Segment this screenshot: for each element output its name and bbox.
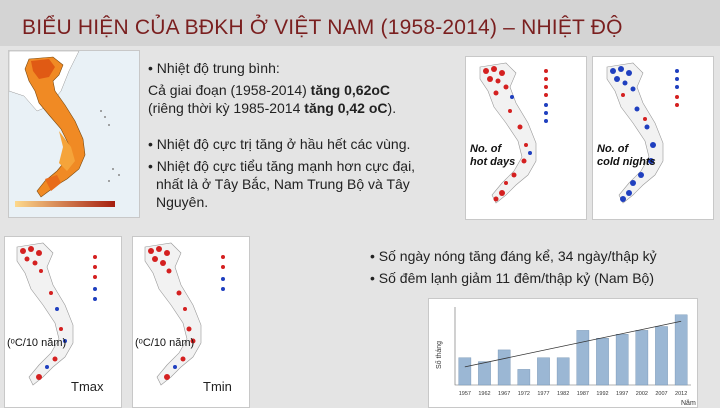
chart-ylabel: Số tháng: [434, 341, 443, 369]
avg-temp-map-graphic: [9, 51, 139, 217]
slide-title: BIỂU HIỆN CỦA BĐKH Ở VIỆT NAM (1958-2014…: [22, 16, 623, 39]
avg-temp-line1-unit: oC: [371, 82, 391, 98]
days-bullet-2: • Số đêm lạnh giảm 11 đêm/thập kỷ (Nam B…: [370, 270, 654, 286]
chart-x-tick: 1962: [478, 391, 490, 397]
chart-x-tick: 1987: [577, 391, 589, 397]
avg-temp-map: [8, 50, 140, 218]
tmin-caption: (ᵒC/10 năm): [135, 337, 195, 349]
cold-nights-map: No. of cold nights: [592, 56, 714, 220]
chart-x-tick: 2012: [675, 391, 687, 397]
chart-x-tick: 1982: [557, 391, 569, 397]
chart-bar: [556, 357, 570, 386]
extremes-bullet-2-line2: nhất là ở Tây Bắc, Nam Trung Bộ và Tây: [156, 176, 410, 192]
chart-bar: [615, 334, 629, 386]
hot-days-map-graphic: [479, 62, 548, 204]
days-bullet-1: • Số ngày nóng tăng đáng kể, 34 ngày/thậ…: [370, 248, 657, 264]
chart-trend-line: [464, 320, 682, 368]
avg-temp-line2-prefix: (riêng thời kỳ 1985-2014: [148, 100, 305, 116]
avg-temp-line2-unit: oC: [368, 100, 388, 116]
avg-temp-line2: (riêng thời kỳ 1985-2014 tăng 0,42 oC).: [148, 100, 396, 117]
title-bar: BIỂU HIỆN CỦA BĐKH Ở VIỆT NAM (1958-2014…: [0, 0, 720, 46]
chart-x-tick: 1992: [596, 391, 608, 397]
avg-temp-line2-value: tăng 0,42: [304, 100, 369, 116]
chart-svg: Số tháng Năm 1957 1962 1967 1972 1977 1982 198…: [434, 307, 696, 407]
hot-days-label: No. of hot days: [470, 143, 516, 168]
chart-x-tick: 2002: [636, 391, 648, 397]
chart-axis: [454, 307, 691, 386]
chart-bar: [517, 369, 531, 386]
chart-x-tick: 1977: [537, 391, 549, 397]
tmax-map: (ᵒC/10 năm) Tmax: [4, 236, 122, 408]
chart-x-tick: 1997: [616, 391, 628, 397]
avg-temp-line1: Cả giai đoạn (1958-2014) tăng 0,62oC: [148, 82, 390, 99]
cold-nights-map-graphic: [606, 62, 679, 204]
avg-temp-heading: • Nhiệt độ trung bình:: [148, 60, 280, 76]
tmax-label: Tmax: [71, 379, 104, 394]
chart-bar: [458, 357, 472, 386]
chart-bar: [674, 314, 688, 386]
extremes-bullet-2-line3: Nguyên.: [156, 194, 209, 210]
tmin-map-graphic: [144, 242, 225, 386]
chart-bar: [537, 357, 550, 386]
hot-days-map: No. of hot days: [465, 56, 587, 220]
tmin-map: (ᵒC/10 năm) Tmin: [132, 236, 250, 408]
tmin-label: Tmin: [203, 379, 232, 394]
avg-temp-line2-suffix: ).: [387, 100, 397, 116]
avg-temp-line1-value: tăng 0,62: [310, 82, 372, 98]
chart-x-tick: 1967: [498, 391, 510, 397]
chart-bar: [655, 326, 668, 386]
chart-bar: [497, 349, 511, 386]
extremes-bullet-2-line1: • Nhiệt độ cực tiểu tăng mạnh hơn cực đạ…: [148, 158, 416, 174]
extremes-bullet-1: • Nhiệt độ cực trị tăng ở hầu hết các vù…: [148, 136, 411, 152]
chart-bar: [478, 361, 491, 386]
chart-x-tick: 1972: [518, 391, 530, 397]
chart-x-tick: 1957: [459, 391, 471, 397]
hot-months-chart: Số tháng Năm 1957 1962 1967 1972 1977 1982 198…: [428, 298, 698, 408]
chart-xlabel: Năm: [681, 400, 696, 407]
tmax-map-graphic: [16, 242, 97, 386]
tmax-caption: (ᵒC/10 năm): [7, 337, 67, 349]
chart-bar: [635, 330, 649, 386]
chart-bar: [576, 330, 590, 386]
chart-x-tick: 2007: [655, 391, 667, 397]
cold-nights-label: No. of cold nights: [597, 143, 656, 168]
chart-bar: [596, 338, 609, 386]
avg-temp-line1-prefix: Cả giai đoạn (1958-2014): [148, 82, 311, 98]
